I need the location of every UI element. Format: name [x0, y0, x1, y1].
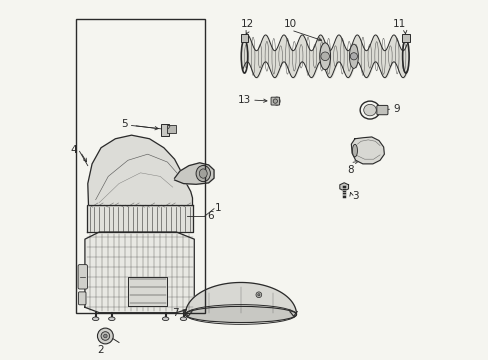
Ellipse shape — [199, 169, 207, 178]
Circle shape — [349, 53, 357, 60]
FancyBboxPatch shape — [240, 34, 248, 42]
Text: 3: 3 — [351, 191, 358, 201]
FancyBboxPatch shape — [160, 125, 169, 136]
Ellipse shape — [185, 306, 296, 323]
Text: 8: 8 — [346, 165, 353, 175]
Text: 2: 2 — [97, 345, 103, 355]
Ellipse shape — [349, 44, 358, 68]
Circle shape — [255, 292, 261, 298]
Ellipse shape — [180, 317, 186, 320]
Text: 11: 11 — [392, 19, 405, 30]
Text: 10: 10 — [283, 19, 296, 30]
FancyBboxPatch shape — [270, 97, 279, 105]
Ellipse shape — [319, 43, 330, 70]
Polygon shape — [185, 283, 296, 315]
Ellipse shape — [273, 97, 280, 105]
Polygon shape — [88, 135, 192, 205]
Text: 4: 4 — [70, 145, 77, 155]
Ellipse shape — [363, 104, 376, 116]
Ellipse shape — [92, 317, 99, 320]
Polygon shape — [128, 277, 167, 306]
Text: 7: 7 — [172, 309, 179, 318]
Ellipse shape — [352, 144, 357, 157]
Text: 1: 1 — [215, 203, 221, 213]
FancyBboxPatch shape — [376, 105, 387, 115]
Circle shape — [257, 294, 260, 296]
FancyBboxPatch shape — [78, 292, 86, 305]
Polygon shape — [85, 232, 194, 313]
Text: 9: 9 — [392, 104, 399, 114]
Circle shape — [273, 99, 277, 103]
Ellipse shape — [196, 166, 210, 181]
Circle shape — [103, 334, 107, 338]
Ellipse shape — [162, 317, 168, 320]
FancyBboxPatch shape — [78, 265, 87, 289]
Bar — [76, 19, 204, 313]
Circle shape — [320, 52, 329, 60]
Polygon shape — [174, 163, 214, 184]
FancyBboxPatch shape — [401, 34, 409, 42]
Text: 6: 6 — [207, 211, 213, 221]
Text: 5: 5 — [121, 120, 128, 129]
FancyBboxPatch shape — [167, 126, 176, 134]
Polygon shape — [351, 137, 384, 164]
Polygon shape — [339, 183, 348, 191]
Polygon shape — [86, 205, 192, 232]
Ellipse shape — [108, 317, 115, 320]
Text: 12: 12 — [241, 19, 254, 30]
Text: 13: 13 — [237, 95, 250, 105]
Circle shape — [101, 332, 109, 340]
Circle shape — [97, 328, 113, 344]
